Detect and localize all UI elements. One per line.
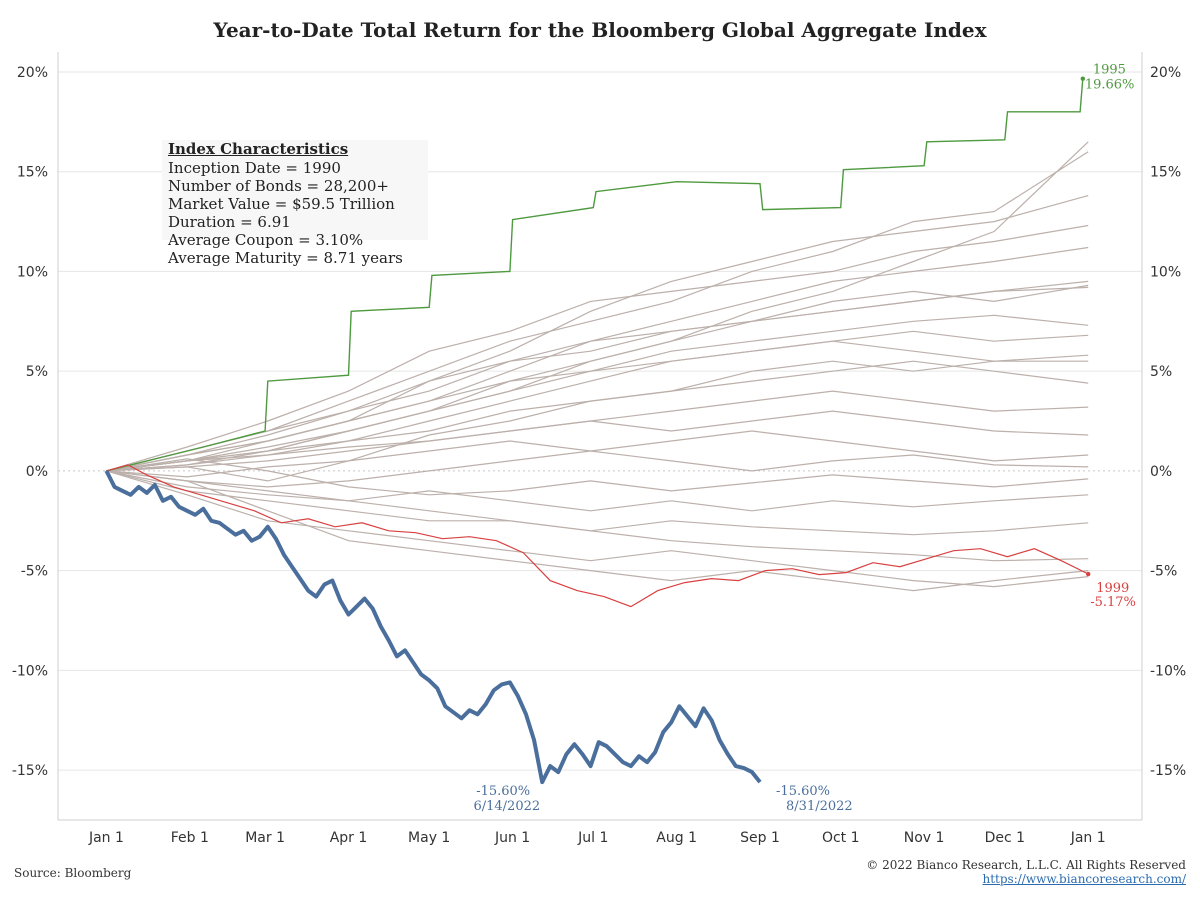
y-tick-label-right: -10%: [1150, 663, 1186, 679]
x-tick-label: Oct 1: [822, 830, 860, 846]
current-year-value-label: -15.60%: [476, 784, 530, 799]
y-tick-label-left: 5%: [26, 364, 48, 380]
y-tick-label-right: -5%: [1150, 564, 1177, 580]
y-tick-label-left: 15%: [17, 165, 48, 181]
x-tick-label: Feb 1: [171, 830, 209, 846]
current-year-value-label: -15.60%: [776, 784, 830, 799]
x-tick-label: Dec 1: [985, 830, 1025, 846]
characteristic-inception: Inception Date = 1990: [168, 159, 341, 177]
worst-year-label: 1999: [1096, 581, 1129, 596]
current-year-date-label: 6/14/2022: [473, 799, 540, 814]
characteristic-market-value: Market Value = $59.5 Trillion: [168, 195, 395, 213]
x-tick-label: Jan 1: [1070, 830, 1106, 846]
y-tick-label-right: -15%: [1150, 763, 1186, 779]
y-tick-label-left: -15%: [12, 763, 48, 779]
axis-layer: 20% 20% 15% 15% 10% 10% 5% 5% 0% 0% -5% -5% -10% -10%…: [12, 52, 1186, 846]
y-tick-label-left: 10%: [17, 264, 48, 280]
chart-title: Year-to-Date Total Return for the Bloomb…: [213, 18, 987, 42]
y-tick-label-left: 0%: [26, 464, 48, 480]
copyright-note: © 2022 Bianco Research, L.L.C. All Right…: [866, 858, 1186, 872]
other-year-line: [106, 360, 1089, 482]
annotation-layer: 199519.66%1999-5.17%-15.60%6/14/2022-15.…: [473, 63, 1135, 814]
x-tick-label: Jan 1: [88, 830, 124, 846]
other-year-line: [106, 470, 1089, 512]
other-years-layer: [106, 141, 1089, 592]
website-link[interactable]: https://www.biancoresearch.com/: [982, 872, 1186, 886]
source-note: Source: Bloomberg: [14, 866, 132, 880]
x-tick-label: Sep 1: [740, 830, 780, 846]
y-tick-label-left: -5%: [21, 564, 48, 580]
y-tick-label-right: 10%: [1150, 264, 1181, 280]
x-tick-label: Apr 1: [330, 830, 368, 846]
current-year-date-label: 8/31/2022: [786, 799, 853, 814]
x-tick-label: Jun 1: [494, 830, 530, 846]
y-tick-label-left: -10%: [12, 663, 48, 679]
other-year-line: [106, 284, 1089, 472]
characteristic-bonds: Number of Bonds = 28,200+: [168, 177, 389, 195]
other-year-line: [106, 450, 1089, 488]
y-tick-label-right: 15%: [1150, 165, 1181, 181]
x-tick-label: Mar 1: [245, 830, 285, 846]
best-year-value: 19.66%: [1085, 78, 1135, 93]
best-year-label: 1995: [1093, 63, 1126, 78]
x-tick-label: Aug 1: [656, 830, 697, 846]
characteristic-duration: Duration = 6.91: [168, 213, 291, 231]
x-tick-label: Jul 1: [577, 830, 608, 846]
best-year-end-dot: [1080, 76, 1086, 81]
characteristic-coupon: Average Coupon = 3.10%: [168, 231, 364, 249]
y-tick-label-right: 20%: [1150, 65, 1181, 81]
other-year-line: [106, 314, 1089, 472]
other-year-line: [106, 470, 1089, 536]
x-tick-label: Nov 1: [904, 830, 945, 846]
characteristics-heading: Index Characteristics: [168, 140, 349, 158]
best-year-line: [106, 78, 1084, 472]
other-year-line: [106, 280, 1089, 472]
other-year-line: [106, 410, 1089, 472]
y-tick-label-left: 20%: [17, 65, 48, 81]
other-year-line: [106, 286, 1089, 472]
y-tick-label-right: 0%: [1150, 464, 1172, 480]
worst-year-end-dot: [1086, 571, 1091, 577]
other-year-line: [106, 340, 1089, 472]
worst-year-line: [106, 464, 1089, 608]
other-year-line: [106, 224, 1089, 472]
other-year-line: [106, 470, 1089, 562]
current-year-line: [104, 469, 762, 785]
y-tick-label-right: 5%: [1150, 364, 1172, 380]
highlight-layer: [104, 76, 1091, 785]
other-year-line: [106, 470, 1089, 588]
other-year-line: [106, 458, 1089, 496]
x-tick-label: May 1: [408, 830, 450, 846]
characteristics-box: [162, 140, 428, 240]
characteristic-maturity: Average Maturity = 8.71 years: [168, 249, 403, 267]
other-year-line: [106, 470, 1089, 592]
worst-year-value: -5.17%: [1090, 595, 1136, 610]
